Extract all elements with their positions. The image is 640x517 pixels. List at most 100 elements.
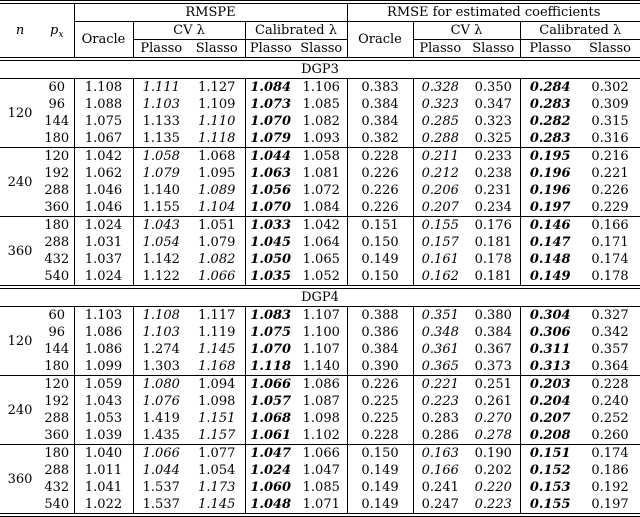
value-cell: 1.044 — [250, 149, 292, 164]
px-cell: 288 — [40, 462, 75, 479]
value-cell: 0.161 — [421, 252, 459, 267]
value-cell: 1.082 — [296, 113, 348, 130]
table-row: 540 1.022 1.537 1.145 1.048 1.071 0.149 0.247 0.… — [0, 496, 640, 515]
value-cell: 1.076 — [142, 394, 180, 409]
value-cell: 1.031 — [74, 234, 134, 251]
value-cell: 1.048 — [250, 497, 292, 512]
px-base: p — [50, 23, 59, 38]
value-cell: 1.024 — [74, 268, 134, 287]
value-cell: 1.085 — [296, 479, 348, 496]
value-cell: 0.149 — [347, 496, 414, 515]
px-cell: 120 — [40, 375, 75, 393]
value-cell: 1.046 — [74, 182, 134, 199]
value-cell: 0.155 — [529, 497, 571, 512]
table-row: 540 1.024 1.122 1.066 1.035 1.052 0.150 0.162 0.… — [0, 268, 640, 287]
value-cell: 0.251 — [467, 375, 521, 393]
section-label: DGP3 — [0, 59, 640, 79]
px-cell: 144 — [40, 341, 75, 358]
col-header-slasso-cal-rmse: Slasso — [580, 39, 640, 61]
value-cell: 1.066 — [296, 444, 348, 462]
value-cell: 1.084 — [250, 80, 292, 95]
value-cell: 1.157 — [189, 427, 246, 445]
value-cell: 0.166 — [591, 218, 629, 233]
px-cell: 192 — [40, 393, 75, 410]
value-cell: 0.316 — [580, 130, 640, 148]
value-cell: 1.058 — [142, 149, 180, 164]
value-cell: 1.022 — [74, 496, 134, 515]
col-header-slasso-cal-rmspe: Slasso — [296, 39, 348, 61]
value-cell: 0.178 — [591, 269, 629, 284]
value-cell: 0.228 — [591, 377, 629, 392]
value-cell: 0.238 — [467, 165, 521, 182]
value-cell: 0.386 — [347, 324, 414, 341]
col-header-plasso-cv-rmspe: Plasso — [133, 39, 189, 61]
section-label: DGP4 — [0, 285, 640, 307]
value-cell: 1.419 — [142, 411, 180, 426]
value-cell: 1.039 — [74, 427, 134, 445]
value-cell: 1.122 — [142, 269, 180, 284]
value-cell: 0.151 — [347, 216, 414, 234]
value-cell: 0.247 — [421, 497, 459, 512]
value-cell: 0.207 — [529, 411, 571, 426]
value-cell: 1.111 — [142, 80, 180, 95]
value-cell: 0.228 — [347, 147, 414, 165]
px-cell: 60 — [40, 306, 75, 324]
px-cell: 120 — [40, 147, 75, 165]
value-cell: 0.195 — [529, 149, 571, 164]
value-cell: 1.108 — [74, 78, 134, 96]
value-cell: 0.283 — [529, 97, 571, 112]
value-cell: 1.095 — [189, 165, 246, 182]
value-cell: 0.283 — [520, 130, 580, 148]
value-cell: 0.270 — [467, 410, 521, 427]
value-cell: 0.147 — [529, 235, 571, 250]
value-cell: 0.192 — [591, 480, 629, 495]
value-cell: 1.042 — [74, 147, 134, 165]
value-cell: 0.286 — [413, 427, 467, 445]
value-cell: 1.046 — [74, 199, 134, 217]
value-cell: 1.107 — [296, 341, 348, 358]
value-cell: 0.152 — [529, 463, 571, 478]
group-header-rmspe: RMSPE — [74, 2, 348, 22]
value-cell: 0.302 — [591, 80, 629, 95]
value-cell: 1.106 — [296, 78, 348, 96]
value-cell: 1.066 — [142, 446, 180, 461]
table-row: 192 1.062 1.079 1.095 1.063 1.081 0.226 0.212 0.… — [0, 165, 640, 182]
value-cell: 1.087 — [296, 393, 348, 410]
table-row: 120 60 1.103 1.108 1.117 1.083 1.107 0.388 0.351… — [0, 306, 640, 376]
value-cell: 1.537 — [142, 497, 180, 512]
value-cell: 0.323 — [467, 113, 521, 130]
table-row: 288 1.053 1.419 1.151 1.068 1.098 0.225 0.283 0.… — [0, 410, 640, 427]
value-cell: 0.216 — [591, 149, 629, 164]
value-cell: 1.118 — [189, 130, 246, 148]
table-row: 144 1.086 1.274 1.145 1.070 1.107 0.384 0.361 0.… — [0, 341, 640, 358]
header-row-estimators: Plasso Slasso Plasso Slasso Plasso Slass… — [0, 39, 640, 61]
value-cell: 1.035 — [250, 269, 292, 284]
value-cell: 0.166 — [421, 463, 459, 478]
value-cell: 1.040 — [74, 444, 134, 462]
value-cell: 1.051 — [189, 216, 246, 234]
value-cell: 1.068 — [250, 411, 292, 426]
value-cell: 0.225 — [347, 393, 414, 410]
table-row: 120 60 1.108 1.111 1.127 1.084 1.106 0.383 0.328… — [0, 78, 640, 148]
px-cell: 432 — [40, 251, 75, 268]
value-cell: 0.211 — [421, 149, 459, 164]
value-cell: 0.350 — [467, 78, 521, 96]
value-cell: 1.024 — [250, 463, 292, 478]
value-cell: 0.351 — [421, 308, 459, 323]
px-cell: 540 — [40, 496, 75, 515]
value-cell: 0.384 — [467, 324, 521, 341]
px-cell: 180 — [40, 444, 75, 462]
value-cell: 0.196 — [529, 166, 571, 181]
value-cell: 0.149 — [347, 251, 414, 268]
value-cell: 0.309 — [591, 97, 629, 112]
value-cell: 1.071 — [296, 496, 348, 515]
value-cell: 0.284 — [529, 80, 571, 95]
table-row: 432 1.041 1.537 1.173 1.060 1.085 0.149 0.241 0.… — [0, 479, 640, 496]
table-row: 240 120 1.059 1.080 1.094 1.066 1.086 0.226 0.22… — [0, 375, 640, 445]
value-cell: 1.073 — [250, 97, 292, 112]
value-cell: 1.110 — [189, 113, 246, 130]
value-cell: 1.100 — [296, 324, 348, 341]
value-cell: 0.202 — [467, 462, 521, 479]
value-cell: 1.066 — [189, 268, 246, 287]
value-cell: 1.140 — [296, 358, 348, 376]
